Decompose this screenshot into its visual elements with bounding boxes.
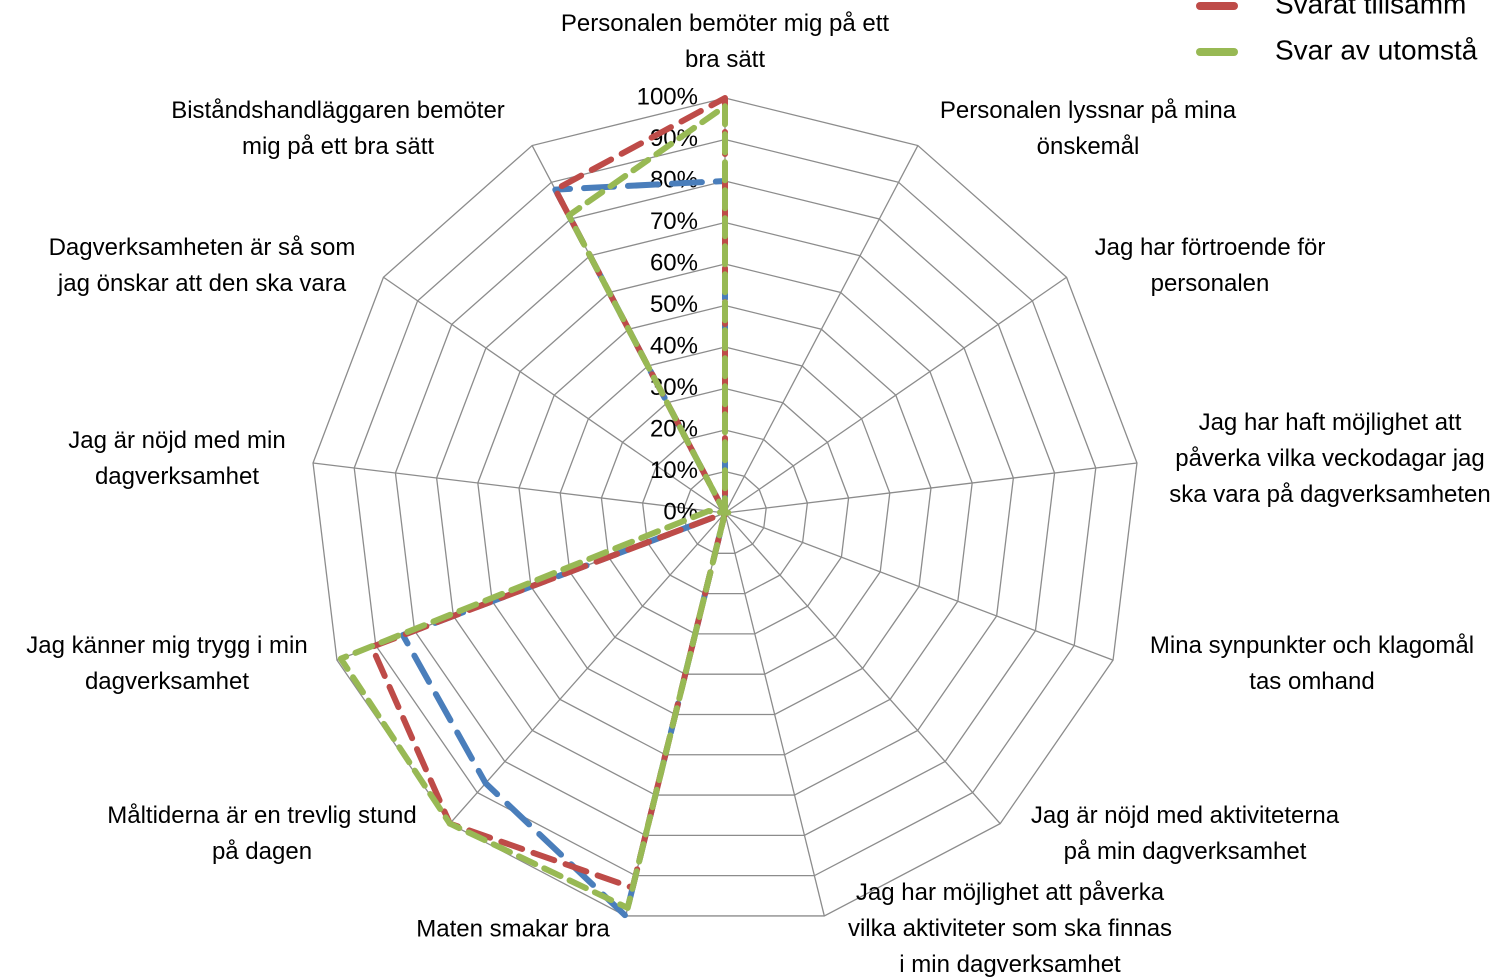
spoke <box>724 512 1114 661</box>
category-label: Jag har förtroende för personalen <box>1095 234 1326 297</box>
grid-ring <box>394 180 1056 837</box>
y-tick-label: 100% <box>637 83 698 110</box>
grid-ring <box>683 470 767 554</box>
spoke <box>724 512 1001 825</box>
category-label: Maten smakar bra <box>416 915 610 942</box>
y-tick-label: 70% <box>650 208 698 235</box>
series-line <box>337 103 733 911</box>
y-tick-label: 60% <box>650 249 698 276</box>
grid-ring <box>600 387 850 635</box>
spoke <box>449 512 726 825</box>
grid-ring <box>518 304 932 716</box>
category-label: Jag har möjlighet att påverka vilka aktiv… <box>848 879 1172 978</box>
category-label: Jag är nöjd med min dagverksamhet <box>68 427 285 490</box>
grid-ring <box>353 138 1097 877</box>
grid-ring <box>559 346 891 675</box>
grid-ring <box>312 97 1138 917</box>
grid-ring <box>435 221 1015 796</box>
grid-ring <box>641 429 809 595</box>
spoke <box>724 145 919 514</box>
spoke <box>724 462 1138 514</box>
grid-ring <box>477 263 973 756</box>
category-label: Jag har haft möjlighet att påverka vilka … <box>1169 409 1491 508</box>
category-label: Måltiderna är en trevlig stund på dagen <box>107 802 417 865</box>
spoke <box>312 462 726 514</box>
legend-label: Svarat tillsamm <box>1275 0 1466 19</box>
category-label: Personalen lyssnar på mina önskemål <box>940 97 1237 160</box>
spoke <box>383 276 726 514</box>
category-label: Jag känner mig trygg i min dagverksamhet <box>26 632 307 695</box>
y-tick-label: 50% <box>650 291 698 318</box>
spoke <box>724 276 1067 514</box>
legend-label: Svar av utomstå <box>1275 34 1478 65</box>
spoke <box>724 512 825 917</box>
y-tick-label: 40% <box>650 332 698 359</box>
category-label: Personalen bemöter mig på ett bra sätt <box>561 10 890 73</box>
category-label: Biståndshandläggaren bemöter mig på ett b… <box>171 97 505 160</box>
category-label: Mina synpunkter och klagomål tas omhand <box>1150 632 1474 695</box>
y-tick-label: 10% <box>650 457 698 484</box>
category-label: Dagverksamheten är så som jag önskar att … <box>49 234 356 297</box>
category-label: Jag är nöjd med aktiviteterna på min dagv… <box>1031 802 1340 865</box>
